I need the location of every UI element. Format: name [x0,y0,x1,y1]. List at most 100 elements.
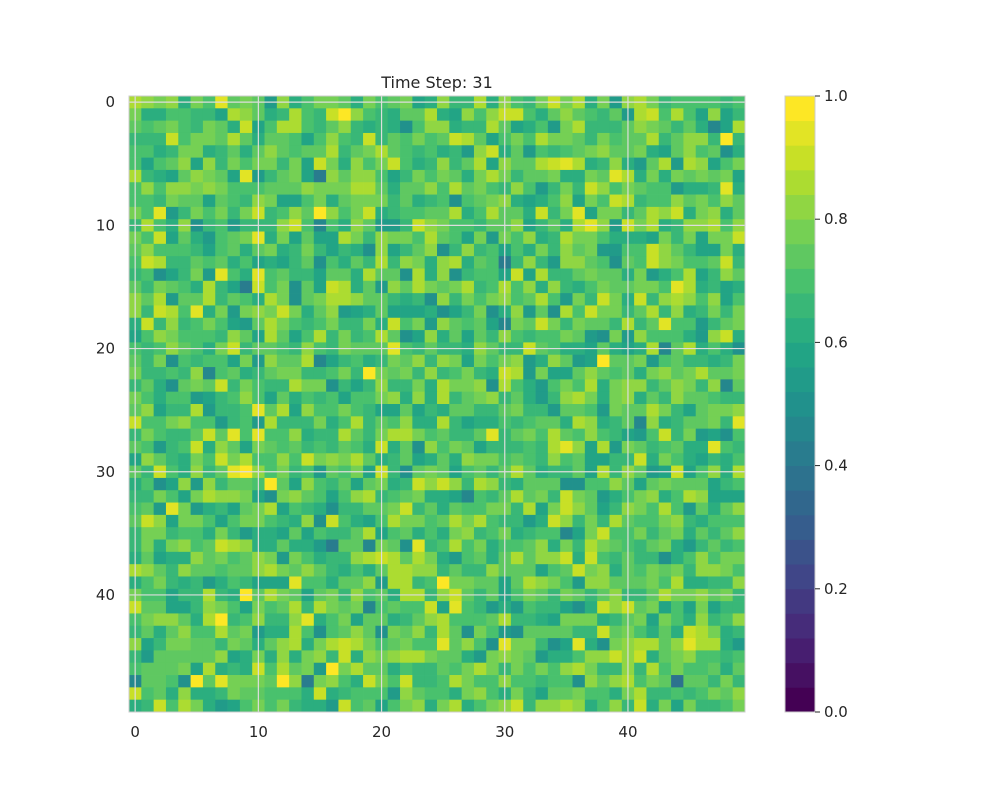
heatmap-cell [572,169,586,183]
heatmap-cell [572,108,586,121]
heatmap-cell [424,551,438,565]
heatmap-cell [708,687,721,701]
heatmap-cell [473,132,487,146]
heatmap-cell [535,120,549,134]
heatmap-cell [301,145,315,158]
heatmap-cell [695,243,709,257]
heatmap-cell [560,428,573,442]
heatmap-cell [572,539,586,553]
heatmap-cell [338,453,352,466]
heatmap-cell [473,280,487,294]
heatmap-cell [708,243,721,257]
heatmap-cell [510,120,524,134]
heatmap-cell [338,416,352,429]
heatmap-cell [461,477,475,491]
heatmap-cell [215,367,228,380]
heatmap-cell [560,243,573,257]
heatmap-cell [400,416,413,429]
heatmap-cell [264,132,278,146]
heatmap-cell [215,699,228,713]
heatmap-cell [646,145,660,158]
heatmap-cell [523,576,536,590]
colorbar-segment [785,243,815,269]
heatmap-cell [523,169,536,183]
heatmap-cell [634,490,647,503]
heatmap-cell [547,416,561,429]
heatmap-cell [708,440,721,454]
heatmap-cell [560,132,573,146]
heatmap-cell [289,182,302,195]
heatmap-cell [634,391,647,405]
heatmap-cell [523,699,536,713]
heatmap-cell [486,650,499,664]
heatmap-cell [486,662,499,676]
heatmap-cell [301,440,315,454]
heatmap-cell [190,206,204,220]
heatmap-cell [387,145,401,158]
heatmap-cell [732,650,746,664]
heatmap-cell [387,120,401,134]
heatmap-cell [437,687,450,701]
heatmap-cell [239,477,253,491]
heatmap-cell [510,662,524,676]
heatmap-cell [437,194,450,208]
heatmap-cell [412,502,426,516]
heatmap-cell [141,613,154,627]
heatmap-cell [289,428,302,442]
heatmap-cell [227,330,241,343]
heatmap-cell [202,231,216,245]
heatmap-cell [437,477,450,491]
heatmap-cell [732,453,746,466]
heatmap-cell [720,330,734,343]
heatmap-cell [609,576,623,590]
heatmap-cell [486,354,499,368]
heatmap-cell [547,268,561,282]
heatmap-cell [547,280,561,294]
heatmap-cell [350,675,364,688]
heatmap-cell [486,305,499,319]
heatmap-cell [190,613,204,627]
heatmap-cell [523,638,536,651]
heatmap-cell [141,132,154,146]
heatmap-cell [264,477,278,491]
heatmap-cell [634,182,647,195]
heatmap-cell [190,231,204,245]
heatmap-cell [535,391,549,405]
heatmap-cell [313,416,327,429]
heatmap-cell [338,564,352,577]
heatmap-cell [634,662,647,676]
colorbar-tick-label: 1.0 [824,87,848,105]
heatmap-cell [683,502,697,516]
heatmap-cell [350,564,364,577]
heatmap-cell [486,625,499,639]
heatmap-cell [338,256,352,269]
heatmap-cell [141,564,154,577]
heatmap-cell [437,699,450,713]
heatmap-cell [363,330,376,343]
heatmap-cell [584,194,598,208]
heatmap-cell [473,293,487,306]
heatmap-cell [720,293,734,306]
heatmap-cell [326,662,339,676]
heatmap-cell [437,551,450,565]
heatmap-cell [597,453,610,466]
heatmap-cell [658,650,672,664]
heatmap-cell [671,293,684,306]
heatmap-cell [239,551,253,565]
heatmap-cell [683,539,697,553]
heatmap-cell [449,453,462,466]
heatmap-cell [658,625,672,639]
heatmap-cell [202,132,216,146]
heatmap-cell [634,132,647,146]
heatmap-cell [732,169,746,183]
heatmap-cell [301,601,315,614]
heatmap-cell [646,576,660,590]
heatmap-cell [412,404,426,417]
heatmap-cell [437,502,450,516]
heatmap-cell [547,675,561,688]
heatmap-cell [671,601,684,614]
heatmap-cell [671,551,684,565]
heatmap-cell [609,354,623,368]
heatmap-cell [276,305,290,319]
heatmap-cell [510,453,524,466]
